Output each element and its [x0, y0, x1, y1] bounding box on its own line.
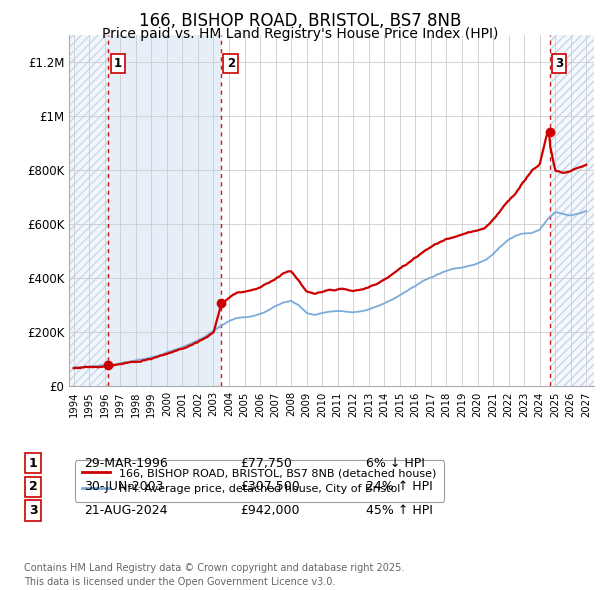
- Text: 1: 1: [29, 457, 37, 470]
- Text: £307,500: £307,500: [240, 480, 300, 493]
- Bar: [69, 35, 109, 386]
- Text: Price paid vs. HM Land Registry's House Price Index (HPI): Price paid vs. HM Land Registry's House …: [102, 27, 498, 41]
- Bar: [550, 35, 594, 386]
- Legend: 166, BISHOP ROAD, BRISTOL, BS7 8NB (detached house), HPI: Average price, detache: 166, BISHOP ROAD, BRISTOL, BS7 8NB (deta…: [74, 460, 444, 501]
- Text: 6% ↓ HPI: 6% ↓ HPI: [366, 457, 425, 470]
- Text: 2: 2: [29, 480, 37, 493]
- Text: 1: 1: [114, 57, 122, 70]
- Text: 29-MAR-1996: 29-MAR-1996: [84, 457, 168, 470]
- Bar: [69, 35, 109, 386]
- Text: 166, BISHOP ROAD, BRISTOL, BS7 8NB: 166, BISHOP ROAD, BRISTOL, BS7 8NB: [139, 12, 461, 30]
- Bar: [221, 35, 550, 386]
- Bar: [109, 35, 221, 386]
- Text: 2: 2: [227, 57, 235, 70]
- Text: 21-AUG-2024: 21-AUG-2024: [84, 504, 167, 517]
- Bar: [550, 35, 594, 386]
- Text: £77,750: £77,750: [240, 457, 292, 470]
- Text: Contains HM Land Registry data © Crown copyright and database right 2025.
This d: Contains HM Land Registry data © Crown c…: [24, 563, 404, 587]
- Text: 45% ↑ HPI: 45% ↑ HPI: [366, 504, 433, 517]
- Text: 24% ↑ HPI: 24% ↑ HPI: [366, 480, 433, 493]
- Text: 3: 3: [29, 504, 37, 517]
- Text: £942,000: £942,000: [240, 504, 299, 517]
- Text: 30-JUN-2003: 30-JUN-2003: [84, 480, 163, 493]
- Text: 3: 3: [555, 57, 563, 70]
